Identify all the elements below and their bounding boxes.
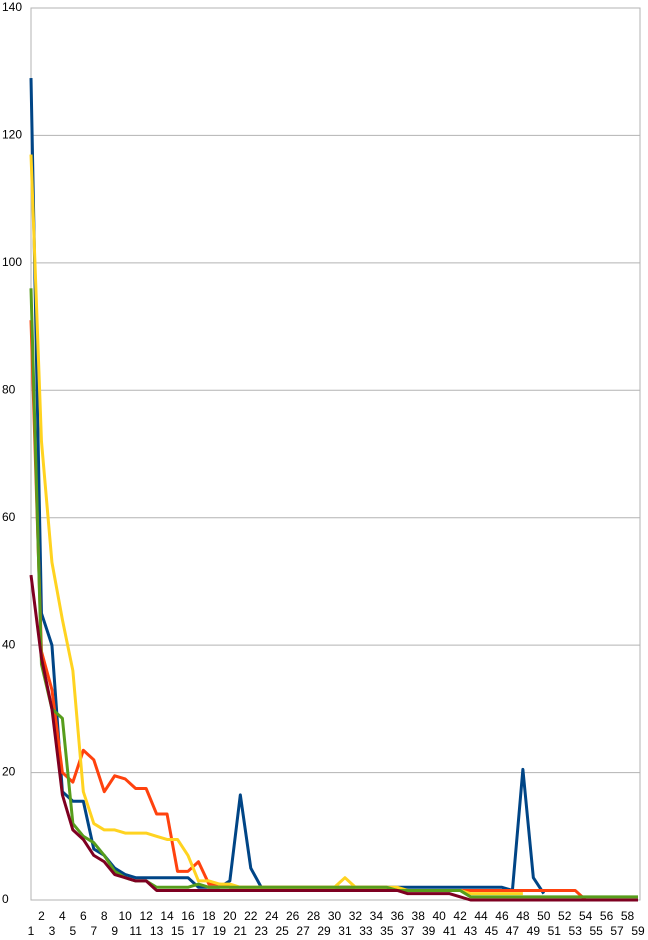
line-series <box>29 288 638 899</box>
x-tick-label: 54 <box>579 909 593 923</box>
x-tick-label: 23 <box>255 924 269 938</box>
x-tick-label: 3 <box>49 924 56 938</box>
x-tick-label: 15 <box>171 924 185 938</box>
x-tick-label: 21 <box>234 924 248 938</box>
x-tick-label: 22 <box>244 909 258 923</box>
x-tick-label: 29 <box>317 924 331 938</box>
y-tick-label: 120 <box>2 128 22 142</box>
x-tick-label: 14 <box>160 909 174 923</box>
x-tick-label: 5 <box>70 924 77 938</box>
x-tick-label: 57 <box>610 924 624 938</box>
x-tick-label: 39 <box>422 924 436 938</box>
x-tick-label: 25 <box>275 924 289 938</box>
x-tick-label: 56 <box>600 909 614 923</box>
x-tick-label: 59 <box>631 924 645 938</box>
x-tick-label: 26 <box>286 909 300 923</box>
x-tick-label: 6 <box>80 909 87 923</box>
x-tick-label: 19 <box>213 924 227 938</box>
x-tick-label: 28 <box>307 909 321 923</box>
x-tick-label: 42 <box>453 909 467 923</box>
x-tick-label: 51 <box>548 924 562 938</box>
x-tick-label: 11 <box>129 924 142 938</box>
x-tick-label: 9 <box>111 924 118 938</box>
x-tick-label: 47 <box>506 924 520 938</box>
x-tick-label: 55 <box>589 924 603 938</box>
x-tick-label: 31 <box>338 924 352 938</box>
x-tick-label: 12 <box>139 909 153 923</box>
x-tick-label: 20 <box>223 909 237 923</box>
plot-frame <box>30 7 641 901</box>
x-tick-label: 38 <box>412 909 426 923</box>
y-tick-label: 100 <box>2 255 22 269</box>
x-tick-label: 40 <box>432 909 446 923</box>
y-tick-label: 140 <box>2 0 22 14</box>
x-tick-label: 45 <box>485 924 499 938</box>
line-series <box>29 574 638 902</box>
x-tick-label: 48 <box>516 909 530 923</box>
x-tick-label: 37 <box>401 924 415 938</box>
x-tick-label: 2 <box>38 909 45 923</box>
x-tick-label: 41 <box>443 924 457 938</box>
y-tick-label: 40 <box>2 637 16 651</box>
x-tick-label: 32 <box>349 909 363 923</box>
x-tick-label: 49 <box>527 924 541 938</box>
y-tick-label: 60 <box>2 510 16 524</box>
x-tick-label: 30 <box>328 909 342 923</box>
x-tick-label: 34 <box>370 909 384 923</box>
x-tick-label: 53 <box>569 924 583 938</box>
x-tick-label: 18 <box>202 909 216 923</box>
x-tick-label: 17 <box>192 924 206 938</box>
y-tick-label: 0 <box>2 892 9 906</box>
x-tick-label: 33 <box>359 924 373 938</box>
line-series <box>29 154 523 896</box>
x-tick-label: 35 <box>380 924 394 938</box>
x-tick-label: 1 <box>28 924 35 938</box>
x-tick-label: 13 <box>150 924 164 938</box>
x-tick-label: 16 <box>181 909 195 923</box>
x-tick-label: 4 <box>59 909 66 923</box>
line-series <box>29 78 546 895</box>
y-tick-label: 20 <box>2 765 16 779</box>
x-tick-label: 36 <box>391 909 405 923</box>
x-tick-label: 44 <box>474 909 488 923</box>
x-tick-label: 7 <box>90 924 97 938</box>
x-tick-label: 43 <box>464 924 478 938</box>
y-tick-label: 80 <box>2 382 16 396</box>
x-tick-label: 58 <box>621 909 635 923</box>
x-tick-label: 52 <box>558 909 572 923</box>
line-series <box>29 320 587 902</box>
x-tick-label: 10 <box>119 909 133 923</box>
x-tick-label: 8 <box>101 909 108 923</box>
x-tick-label: 46 <box>495 909 509 923</box>
x-tick-label: 27 <box>296 924 310 938</box>
x-tick-label: 24 <box>265 909 279 923</box>
x-tick-label: 50 <box>537 909 551 923</box>
